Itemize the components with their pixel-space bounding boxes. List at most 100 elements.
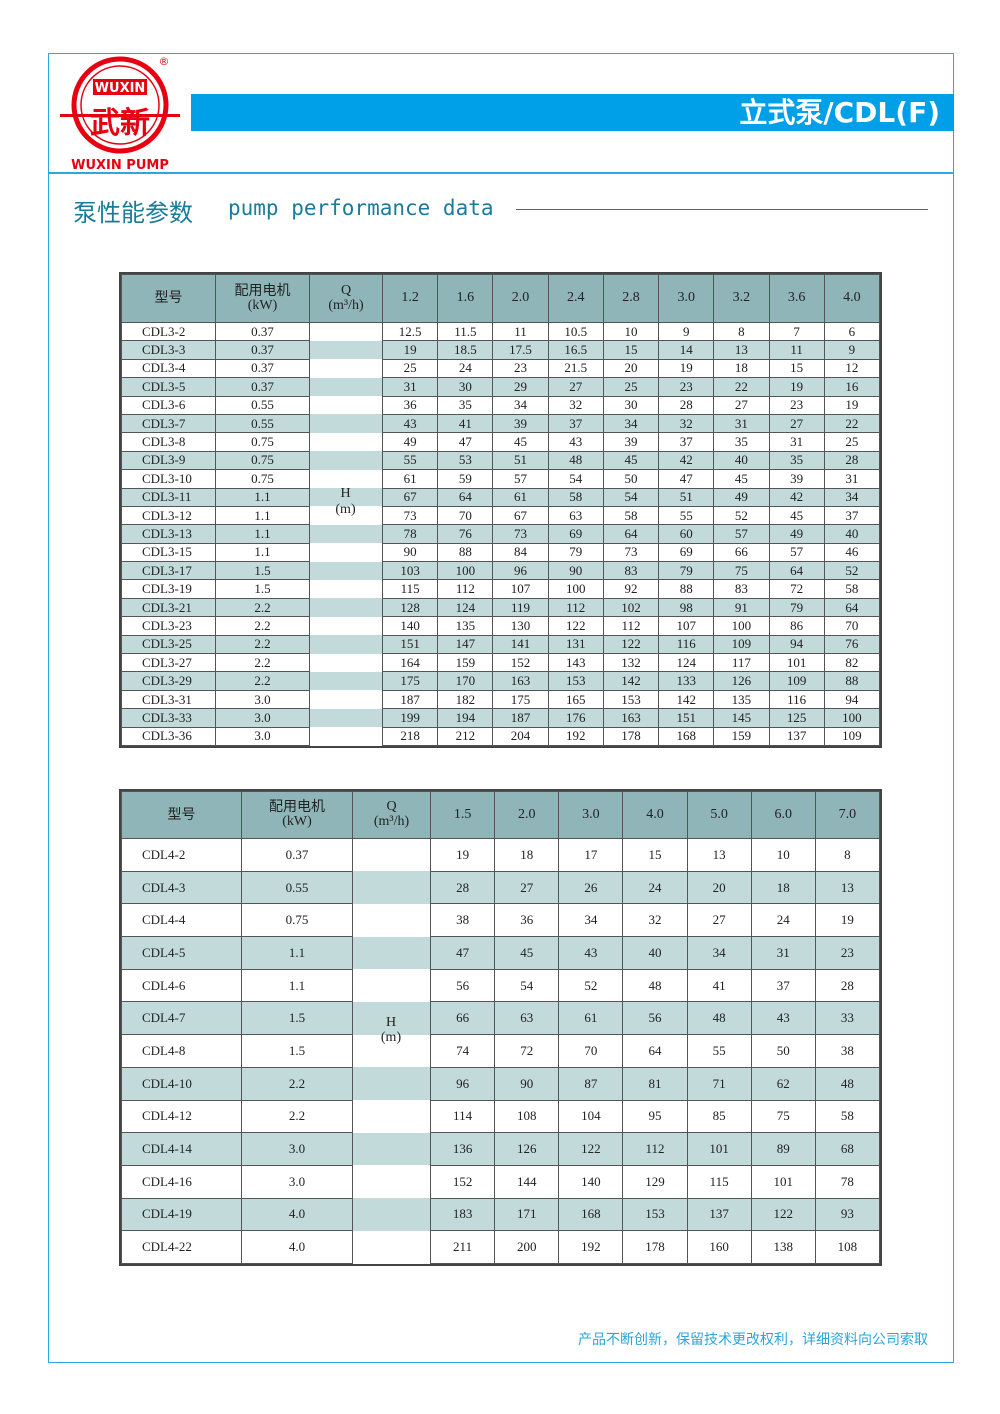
head-value-cell: 96 bbox=[429, 1066, 496, 1101]
motor-power-cell: 1.5 bbox=[215, 579, 310, 599]
head-value-cell: 170 bbox=[437, 671, 494, 691]
head-value-cell: 68 bbox=[814, 1132, 881, 1166]
head-label-cell bbox=[352, 1001, 431, 1035]
model-cell: CDL3-17 bbox=[121, 561, 216, 581]
head-value-cell: 48 bbox=[547, 450, 604, 471]
head-value-cell: 31 bbox=[381, 377, 439, 397]
head-value-cell: 160 bbox=[686, 1230, 752, 1264]
table-row: CDL3-11 1.1 67 64 61 58 54 51 49 42 34 bbox=[121, 487, 881, 507]
head-value-cell: 25 bbox=[381, 358, 439, 379]
head-value-cell: 88 bbox=[437, 542, 494, 563]
head-value-cell: 132 bbox=[602, 653, 660, 673]
head-value-cell: 53 bbox=[437, 450, 494, 471]
section-title-cn: 泵性能参数 bbox=[73, 199, 193, 227]
head-value-cell: 23 bbox=[814, 936, 881, 970]
head-value-cell: 23 bbox=[768, 395, 825, 415]
head-value-cell: 116 bbox=[658, 634, 715, 655]
head-label-cell bbox=[309, 359, 383, 378]
header-flow-label: Q bbox=[386, 799, 397, 815]
head-value-cell: 126 bbox=[713, 671, 770, 691]
head-value-cell: 90 bbox=[547, 561, 604, 581]
table-row: CDL4-6 1.1 56 54 52 48 41 37 28 bbox=[121, 968, 881, 1003]
head-value-cell: 20 bbox=[686, 870, 752, 905]
head-value-cell: 11.5 bbox=[437, 321, 494, 342]
table-row: CDL3-17 1.5 103 100 96 90 83 79 75 64 52 bbox=[121, 561, 881, 581]
head-value-cell: 136 bbox=[429, 1132, 496, 1166]
model-cell: CDL3-25 bbox=[121, 634, 216, 655]
motor-power-cell: 1.1 bbox=[215, 542, 310, 563]
head-value-cell: 144 bbox=[494, 1164, 560, 1199]
model-cell: CDL3-19 bbox=[121, 579, 216, 599]
head-value-cell: 48 bbox=[622, 968, 688, 1003]
head-value-cell: 152 bbox=[429, 1164, 496, 1199]
head-value-cell: 122 bbox=[750, 1197, 816, 1232]
head-value-cell: 140 bbox=[558, 1164, 624, 1199]
head-value-cell: 212 bbox=[437, 726, 494, 747]
head-value-cell: 32 bbox=[658, 413, 715, 434]
table-row: CDL3-36 3.0 218 212 204 192 178 168 159 137 109 bbox=[121, 726, 881, 747]
head-value-cell: 200 bbox=[494, 1230, 560, 1264]
head-value-cell: 70 bbox=[437, 505, 494, 526]
head-value-cell: 137 bbox=[768, 726, 825, 747]
table-row: CDL3-7 0.55 43 41 39 37 34 32 31 27 22 bbox=[121, 413, 881, 434]
head-value-cell: 58 bbox=[814, 1099, 881, 1134]
head-value-cell: 124 bbox=[437, 597, 494, 618]
head-value-cell: 90 bbox=[494, 1066, 560, 1101]
head-value-cell: 24 bbox=[437, 358, 494, 379]
head-value-cell: 31 bbox=[750, 936, 816, 970]
header-flow-value: 5.0 bbox=[686, 791, 752, 839]
motor-power-cell: 0.37 bbox=[215, 377, 310, 397]
head-value-cell: 19 bbox=[768, 377, 825, 397]
header-flow-value: 3.6 bbox=[768, 274, 825, 323]
head-label-cell bbox=[309, 414, 383, 433]
head-label-cell bbox=[309, 451, 383, 470]
head-label-cell bbox=[352, 1132, 431, 1166]
head-value-cell: 12 bbox=[823, 358, 881, 379]
table-row: CDL3-9 0.75 55 53 51 48 45 42 40 35 28 bbox=[121, 450, 881, 471]
motor-power-cell: 2.2 bbox=[215, 634, 310, 655]
head-label: H bbox=[385, 1014, 397, 1030]
table-row: CDL3-8 0.75 49 47 45 43 39 37 35 31 25 bbox=[121, 432, 881, 452]
header-flow-value: 4.0 bbox=[823, 274, 881, 323]
head-label-cell bbox=[309, 543, 383, 562]
head-value-cell: 40 bbox=[823, 524, 881, 544]
head-value-cell: 61 bbox=[492, 487, 549, 507]
head-value-cell: 19 bbox=[823, 395, 881, 415]
head-value-cell: 83 bbox=[602, 561, 660, 581]
table-row: CDL3-13 1.1 78 76 73 69 64 60 57 49 40 bbox=[121, 524, 881, 544]
head-value-cell: 48 bbox=[686, 1001, 752, 1036]
head-value-cell: 62 bbox=[750, 1066, 816, 1101]
model-cell: CDL3-13 bbox=[121, 524, 216, 544]
motor-power-cell: 0.55 bbox=[241, 870, 353, 905]
head-value-cell: 45 bbox=[602, 450, 660, 471]
motor-power-cell: 1.5 bbox=[241, 1034, 353, 1068]
head-value-cell: 37 bbox=[823, 505, 881, 526]
head-value-cell: 90 bbox=[381, 542, 439, 563]
head-label-cell bbox=[352, 871, 431, 904]
motor-power-cell: 1.1 bbox=[215, 487, 310, 507]
head-value-cell: 35 bbox=[768, 450, 825, 471]
head-value-cell: 112 bbox=[437, 579, 494, 599]
head-value-cell: 88 bbox=[658, 579, 715, 599]
head-value-cell: 112 bbox=[622, 1132, 688, 1166]
model-cell: CDL3-9 bbox=[121, 450, 216, 471]
head-value-cell: 39 bbox=[492, 413, 549, 434]
head-value-cell: 38 bbox=[814, 1034, 881, 1068]
model-cell: CDL4-4 bbox=[121, 903, 242, 938]
model-cell: CDL3-7 bbox=[121, 413, 216, 434]
head-value-cell: 13 bbox=[713, 340, 770, 360]
head-value-cell: 79 bbox=[768, 597, 825, 618]
head-value-cell: 147 bbox=[437, 634, 494, 655]
head-value-cell: 114 bbox=[429, 1099, 496, 1134]
head-value-cell: 15 bbox=[602, 340, 660, 360]
head-value-cell: 51 bbox=[492, 450, 549, 471]
head-value-cell: 25 bbox=[602, 377, 660, 397]
motor-power-cell: 3.0 bbox=[215, 726, 310, 747]
motor-power-cell: 0.75 bbox=[241, 903, 353, 938]
motor-power-cell: 3.0 bbox=[215, 708, 310, 728]
head-value-cell: 23 bbox=[658, 377, 715, 397]
model-cell: CDL4-22 bbox=[121, 1230, 242, 1264]
header-flow: Q (m³/h) bbox=[309, 274, 383, 323]
head-value-cell: 107 bbox=[658, 616, 715, 636]
head-unit-label: H (m) bbox=[309, 486, 382, 517]
